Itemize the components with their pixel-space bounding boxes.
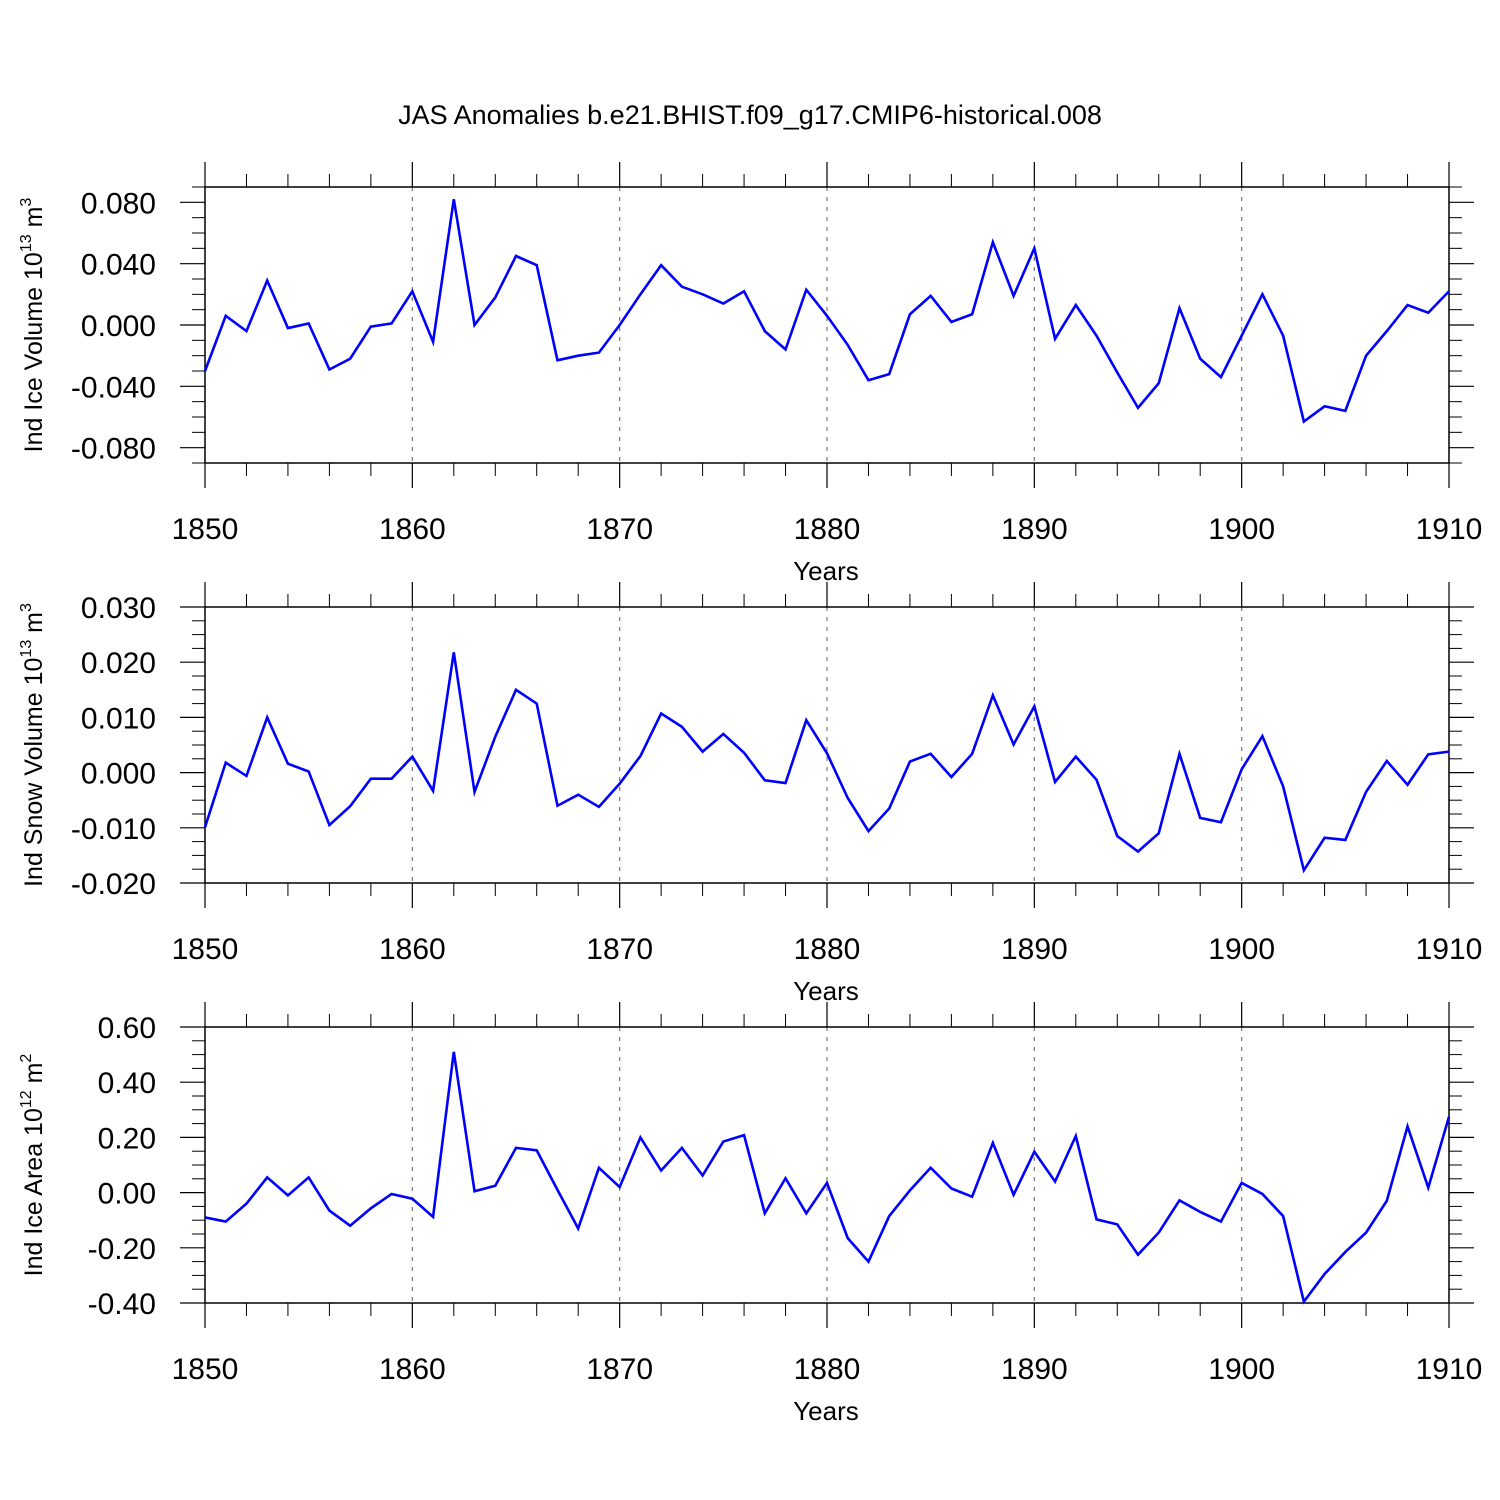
y-tick-label: 0.040: [81, 249, 156, 282]
y-tick-label: 0.40: [98, 1067, 156, 1100]
y-axis-label: Ind Ice Volume 1013 m3: [18, 198, 48, 453]
y-tick-label: -0.080: [71, 433, 156, 466]
x-axis-label: Years: [793, 1396, 859, 1426]
plot-frame: [204, 186, 1450, 464]
x-tick-label: 1890: [1001, 513, 1068, 546]
x-tick-label: 1860: [379, 933, 446, 966]
x-tick-label: 1860: [379, 513, 446, 546]
y-axis-label: Ind Ice Area 1012 m2: [18, 1054, 48, 1277]
y-tick-label: -0.20: [88, 1233, 156, 1266]
y-tick-label: -0.040: [71, 371, 156, 404]
x-tick-label: 1850: [172, 933, 239, 966]
y-tick-label: 0.00: [98, 1178, 156, 1211]
x-tick-label: 1900: [1208, 513, 1275, 546]
panel-3: 1850 1860 1870 1880 1890 1900 1910 -0.40 -0.20 0.…: [18, 1002, 1482, 1426]
x-tick-label: 1910: [1416, 513, 1483, 546]
y-axis-label: Ind Snow Volume 1013 m3: [18, 603, 48, 887]
x-tick-label: 1900: [1208, 933, 1275, 966]
x-tick-label: 1870: [586, 1353, 653, 1386]
x-tick-label: 1850: [172, 513, 239, 546]
x-tick-label: 1870: [586, 933, 653, 966]
plot-frame: [204, 1026, 1450, 1304]
y-tick-label: 0.020: [81, 647, 156, 680]
panel-1: 1850 1860 1870 1880 1890 1900 1910 -0.080 -0.040…: [18, 162, 1482, 586]
x-tick-label: 1860: [379, 1353, 446, 1386]
y-tick-label: -0.40: [88, 1288, 156, 1321]
y-tick-label: 0.030: [81, 592, 156, 625]
x-tick-label: 1880: [794, 513, 861, 546]
x-tick-label: 1870: [586, 513, 653, 546]
x-tick-label: 1890: [1001, 1353, 1068, 1386]
x-axis-label: Years: [793, 976, 859, 1006]
figure-title: JAS Anomalies b.e21.BHIST.f09_g17.CMIP6-…: [398, 100, 1102, 130]
series-line: [203, 652, 1450, 874]
y-tick-label: -0.020: [71, 868, 156, 901]
y-tick-label: 0.080: [81, 187, 156, 220]
x-tick-label: 1880: [794, 1353, 861, 1386]
x-tick-label: 1900: [1208, 1353, 1275, 1386]
plot-frame: [204, 606, 1450, 884]
y-tick-label: 0.20: [98, 1122, 156, 1155]
x-tick-label: 1910: [1416, 933, 1483, 966]
x-tick-label: 1850: [172, 1353, 239, 1386]
series-line: [204, 1051, 1451, 1305]
y-tick-label: 0.60: [98, 1012, 156, 1045]
y-tick-label: 0.010: [81, 702, 156, 735]
panels-container: 1850 1860 1870 1880 1890 1900 1910 -0.080 -0.040…: [18, 162, 1482, 1426]
x-tick-label: 1880: [794, 933, 861, 966]
y-tick-label: 0.000: [81, 758, 156, 791]
x-tick-label: 1910: [1416, 1353, 1483, 1386]
y-tick-label: -0.010: [71, 813, 156, 846]
series-line: [203, 199, 1450, 424]
y-tick-label: 0.000: [81, 310, 156, 343]
panel-2: 1850 1860 1870 1880 1890 1900 1910 -0.020 -0.010…: [18, 582, 1482, 1006]
x-axis-label: Years: [793, 556, 859, 586]
x-tick-label: 1890: [1001, 933, 1068, 966]
